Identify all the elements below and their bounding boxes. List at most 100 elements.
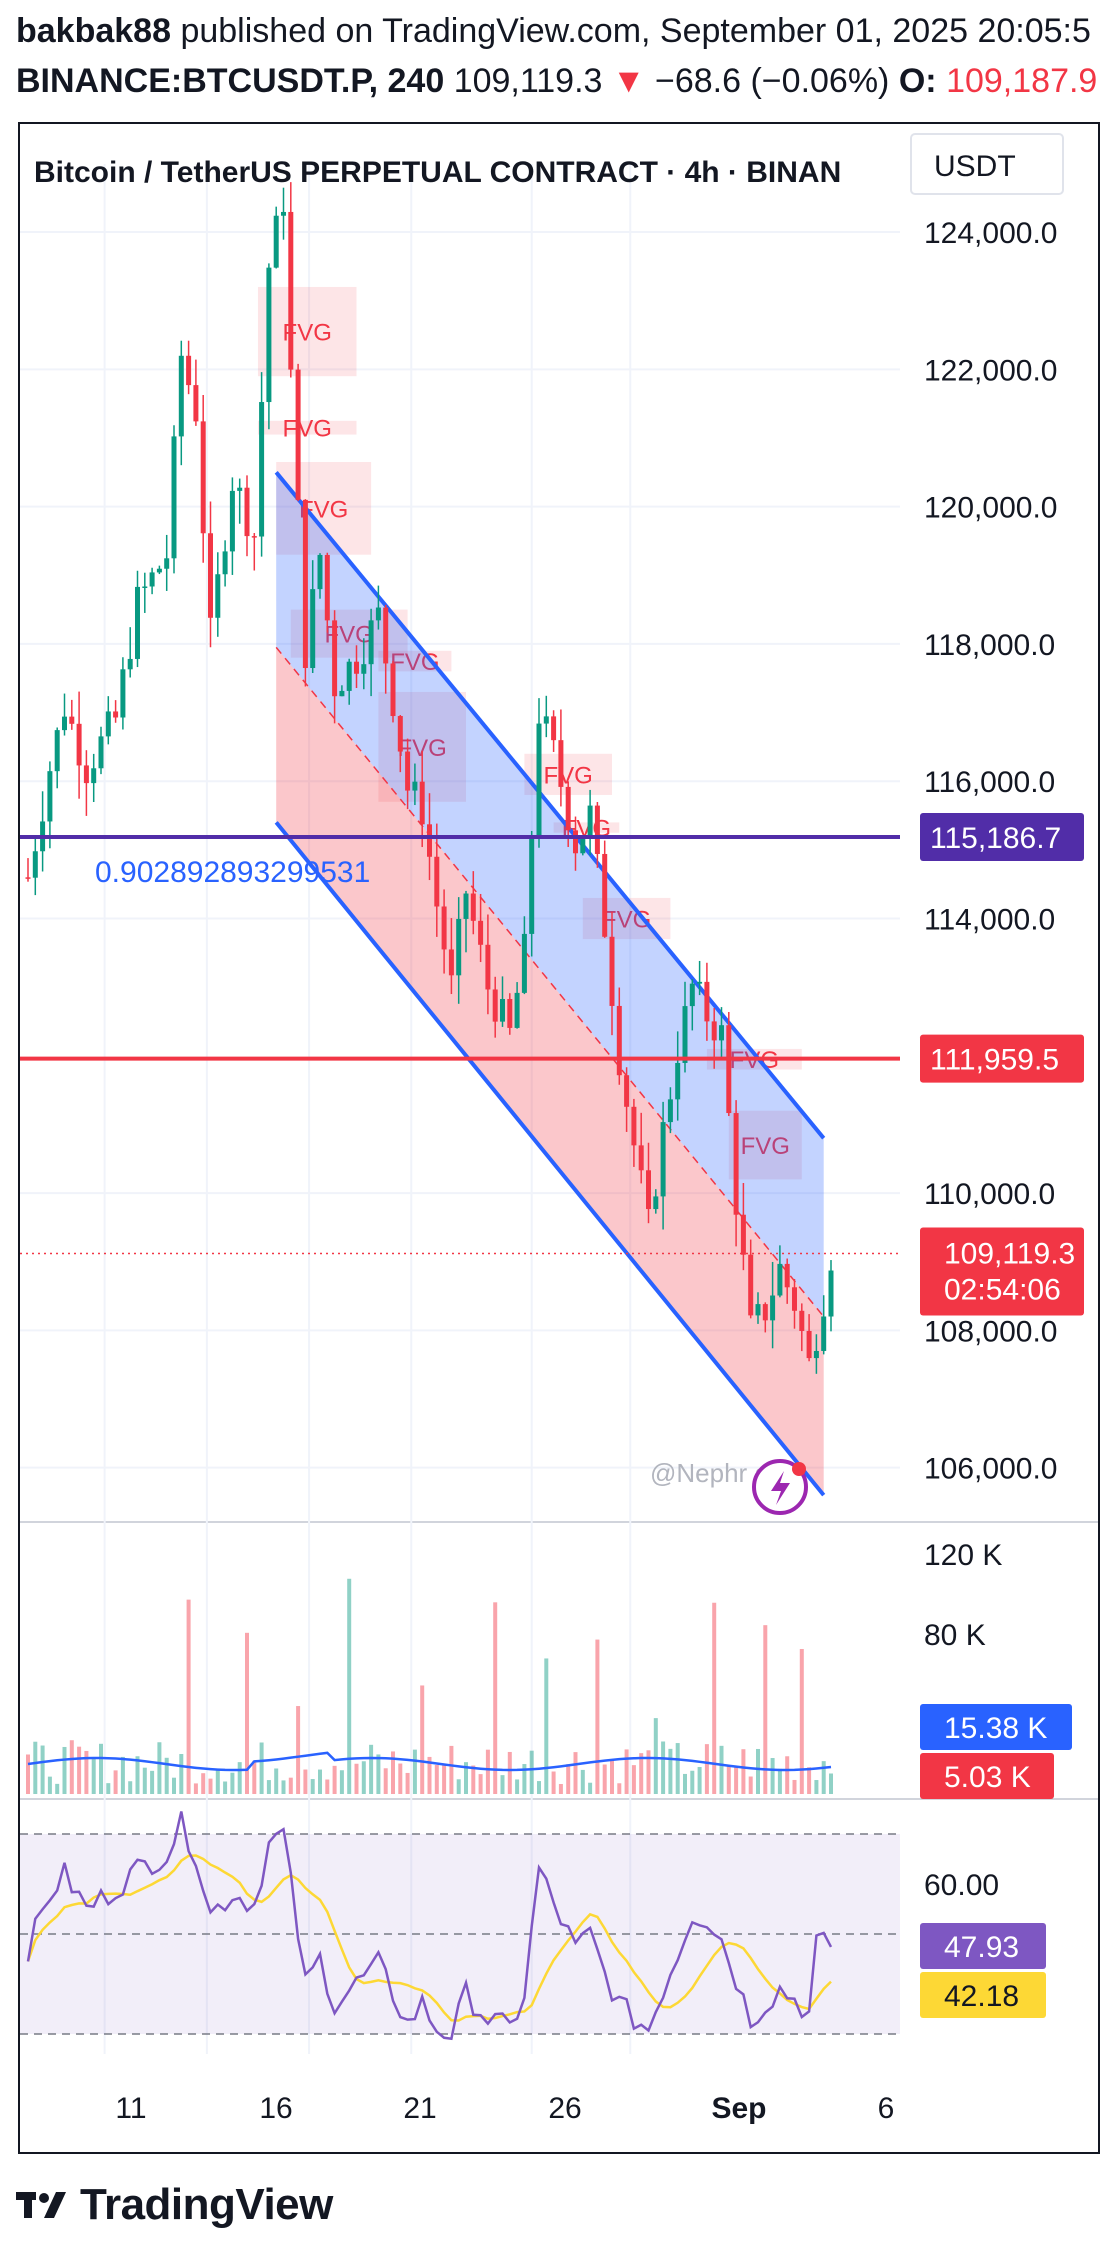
channel-lower-fill xyxy=(276,647,824,1496)
time-tick-label: Sep xyxy=(711,2092,766,2125)
candle-body xyxy=(521,933,527,993)
candle-body xyxy=(514,992,520,1028)
candle-body xyxy=(558,740,564,787)
volume-bar xyxy=(237,1762,242,1794)
candle-body xyxy=(580,836,586,854)
candle-body xyxy=(638,1145,644,1171)
candle-body xyxy=(529,837,535,934)
volume-bar xyxy=(748,1776,753,1794)
volume-bar xyxy=(449,1745,454,1794)
candle-body xyxy=(208,533,213,618)
volume-bar xyxy=(33,1741,38,1794)
rsi-ma-tag xyxy=(920,1972,1046,2018)
candle-body xyxy=(828,1270,834,1317)
author-name[interactable]: bakbak88 xyxy=(16,12,171,50)
volume-bar xyxy=(245,1632,249,1794)
candle-body xyxy=(310,589,316,669)
candle-body xyxy=(653,1196,659,1210)
candle-body xyxy=(91,768,97,784)
volume-bar xyxy=(84,1750,89,1794)
volume-bar xyxy=(47,1776,52,1794)
candle-body xyxy=(682,1006,688,1063)
fvg-zones: FVGFVGFVGFVGFVGFVGFVGFVGFVGFVGFVG xyxy=(257,286,802,1180)
candle-body xyxy=(660,1122,666,1197)
tradingview-wordmark: TradingView xyxy=(80,2180,333,2229)
candle-body xyxy=(266,267,272,403)
candle-body xyxy=(813,1350,819,1359)
candle-body xyxy=(193,385,199,422)
time-tick-label: 6 xyxy=(878,2092,895,2125)
volume-bar xyxy=(690,1770,695,1794)
candle-body xyxy=(98,736,104,769)
candle-body xyxy=(288,211,294,370)
candle-body xyxy=(478,920,484,945)
volume-bar xyxy=(588,1782,593,1794)
volume-bar xyxy=(325,1779,330,1794)
volume-bar xyxy=(646,1750,651,1794)
fib-label: 0.902892893299531 xyxy=(95,856,370,889)
price-tick-label: 114,000.0 xyxy=(924,904,1055,937)
candle-body xyxy=(507,998,513,1028)
candle-body xyxy=(346,661,352,691)
volume-bar xyxy=(478,1774,483,1794)
candle-body xyxy=(602,853,608,937)
volume-bar xyxy=(529,1750,534,1794)
last-price-tag xyxy=(920,1227,1084,1316)
volume-bar xyxy=(697,1767,702,1794)
candle-body xyxy=(427,824,432,857)
candle-body xyxy=(441,906,447,950)
time-tick-label: 26 xyxy=(548,2092,581,2125)
volume-bar xyxy=(726,1765,731,1794)
volume-bar xyxy=(77,1746,82,1794)
volume-bar xyxy=(150,1770,155,1794)
volume-bar xyxy=(172,1777,176,1794)
volume-bar xyxy=(668,1748,673,1794)
candle-body xyxy=(361,664,367,674)
volume-tick-label: 120 K xyxy=(924,1539,1002,1572)
volume-bar xyxy=(493,1602,498,1794)
candle-body xyxy=(470,893,476,921)
candle-body xyxy=(697,981,703,984)
time-tick-label: 21 xyxy=(403,2092,436,2125)
candle-body xyxy=(332,620,338,697)
volume-bar xyxy=(821,1761,826,1794)
volume-bar xyxy=(639,1753,644,1794)
candle-body xyxy=(463,893,469,919)
candle-body xyxy=(54,730,60,772)
fvg-zone xyxy=(276,462,372,555)
symbol-name[interactable]: BINANCE:BTCUSDT.P, 240 xyxy=(16,62,445,100)
volume-bar xyxy=(398,1763,403,1794)
volume-bar xyxy=(471,1765,476,1794)
candle-body xyxy=(624,1075,630,1107)
rsi-tick-label: 60.00 xyxy=(924,1869,999,1902)
candle-body xyxy=(821,1316,827,1351)
candle-body xyxy=(259,402,265,537)
candle-body xyxy=(237,487,243,491)
volume-bar xyxy=(201,1773,206,1794)
volume-bar xyxy=(318,1769,322,1794)
volume-bar xyxy=(412,1749,417,1794)
volume-bar xyxy=(799,1648,804,1794)
volume-bar xyxy=(91,1758,96,1794)
candle-body xyxy=(646,1170,651,1210)
volume-bar xyxy=(26,1754,30,1794)
fvg-label: FVG xyxy=(283,416,332,443)
rsi-value-tag xyxy=(920,1923,1046,1969)
tradingview-logo[interactable]: TradingView xyxy=(16,2180,333,2230)
lightning-icon xyxy=(771,1471,790,1505)
candle-body xyxy=(748,1254,754,1316)
chart-canvas[interactable]: FVGFVGFVGFVGFVGFVGFVGFVGFVGFVGFVG115,186… xyxy=(20,124,1098,2152)
candle-body xyxy=(383,607,389,664)
volume-bar xyxy=(442,1763,447,1794)
volume-bar xyxy=(55,1783,60,1794)
candle-body xyxy=(164,558,170,569)
volume-bar xyxy=(631,1765,636,1794)
candle-body xyxy=(273,215,279,268)
candle-body xyxy=(178,355,184,437)
fvg-zone xyxy=(257,286,357,377)
volume-bar xyxy=(456,1779,461,1794)
candle-body xyxy=(244,487,250,537)
price-level-tag xyxy=(920,1034,1084,1083)
volume-bar xyxy=(653,1718,658,1794)
price-tick-label: 106,000.0 xyxy=(924,1453,1057,1486)
